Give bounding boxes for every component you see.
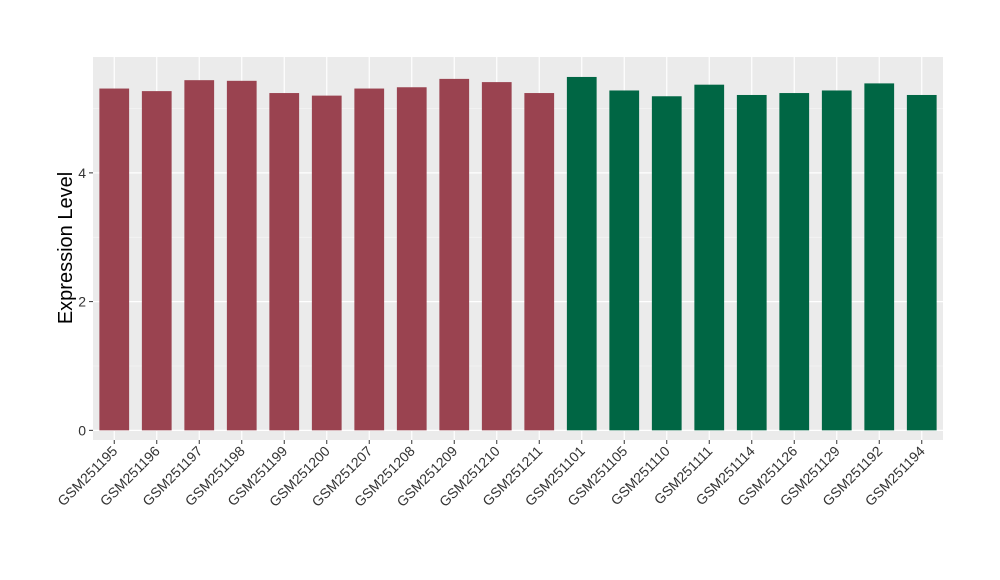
bar xyxy=(141,91,172,431)
bar xyxy=(226,80,257,431)
bar xyxy=(651,96,682,431)
bar xyxy=(566,76,597,431)
bar xyxy=(906,94,937,431)
bar xyxy=(354,88,385,431)
y-tick-label: 4 xyxy=(78,165,86,181)
y-tick-label: 2 xyxy=(78,294,86,310)
x-axis: GSM251195GSM251196GSM251197GSM251198GSM2… xyxy=(54,440,928,510)
y-axis-title: Expression Level xyxy=(55,172,77,324)
bar xyxy=(184,80,215,431)
bar xyxy=(439,78,470,431)
bar xyxy=(821,90,852,431)
bar xyxy=(269,93,300,431)
bar xyxy=(481,82,512,431)
bar xyxy=(609,90,640,431)
plot-panel xyxy=(93,57,943,440)
bar xyxy=(736,94,767,431)
y-tick-label: 0 xyxy=(78,422,86,438)
bar xyxy=(694,84,725,431)
bar xyxy=(396,87,427,431)
bars xyxy=(99,76,937,431)
y-axis: 0 2 4 xyxy=(78,165,93,438)
bar xyxy=(311,95,342,431)
bar xyxy=(524,93,555,431)
bar xyxy=(99,88,130,431)
bar xyxy=(864,83,895,431)
bar xyxy=(779,93,810,431)
